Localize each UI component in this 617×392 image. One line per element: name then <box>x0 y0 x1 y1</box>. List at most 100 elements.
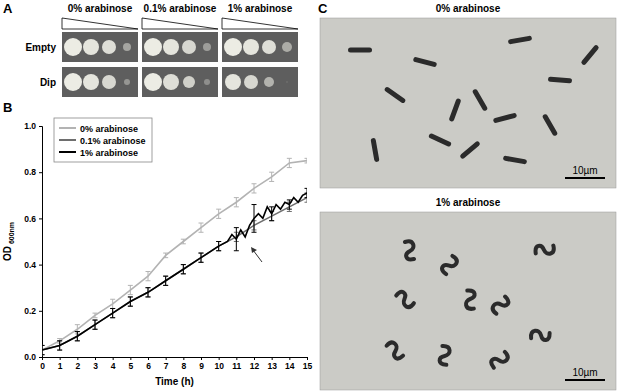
error-bar <box>216 209 221 218</box>
cell <box>348 48 372 53</box>
error-bar-cap <box>287 167 292 168</box>
cell <box>465 290 476 309</box>
x-tick: 13 <box>267 357 277 371</box>
y-tick: 0.2 <box>24 306 42 316</box>
colony-spot <box>224 38 242 56</box>
error-bar-stem <box>165 276 166 285</box>
x-tick-label: 8 <box>181 361 186 371</box>
error-bar <box>305 158 308 163</box>
colony-spot <box>163 39 179 55</box>
cell <box>472 88 488 111</box>
error-bar-cap <box>75 331 80 332</box>
error-bar-cap <box>199 262 204 263</box>
error-bar-stem <box>77 332 78 341</box>
error-bar-stem <box>201 223 202 232</box>
error-bar-cap <box>42 345 45 346</box>
error-bar-cap <box>75 340 80 341</box>
error-bar-cap <box>75 324 80 325</box>
x-tick-label: 3 <box>93 361 98 371</box>
error-bar-cap <box>181 239 186 240</box>
micrograph <box>320 18 616 188</box>
error-bar-cap <box>128 306 133 307</box>
x-tick-label: 0 <box>40 361 45 371</box>
colony-spot <box>262 40 276 54</box>
error-bar-cap <box>163 257 168 258</box>
error-bar-stem <box>42 345 43 354</box>
dilution-wedge <box>62 18 138 29</box>
scale-bar-label: 10µm <box>572 367 597 378</box>
colony-spot <box>264 77 274 87</box>
cell <box>535 244 554 254</box>
legend-box <box>54 118 152 162</box>
colony-spot <box>204 79 210 85</box>
colony-spot <box>64 73 82 91</box>
error-bar <box>181 265 186 274</box>
x-tick-mark <box>201 357 202 360</box>
cell <box>440 255 459 274</box>
x-tick-mark <box>77 357 78 360</box>
panel-c: 0% arabinose10µm1% arabinose10µm <box>320 3 616 390</box>
error-bar-stem <box>112 308 113 317</box>
x-tick: 4 <box>111 357 116 371</box>
y-tick-label: 0.8 <box>24 167 36 177</box>
cell <box>548 76 572 83</box>
x-tick-mark <box>95 357 96 360</box>
error-bar-cap <box>234 250 239 251</box>
error-bar-stem <box>148 288 149 297</box>
error-bar-cap <box>146 296 151 297</box>
cell <box>370 138 379 163</box>
error-bar <box>128 297 133 306</box>
error-bar-cap <box>305 188 308 189</box>
cell <box>386 341 403 361</box>
error-bar-cap <box>128 294 133 295</box>
error-bar-cap <box>163 285 168 286</box>
x-tick-mark <box>113 357 114 360</box>
cell <box>428 133 452 148</box>
error-bar <box>287 158 292 167</box>
colony-spot <box>123 43 131 51</box>
error-bar-stem <box>236 198 237 207</box>
x-tick: 14 <box>285 357 295 371</box>
x-tick-mark <box>166 357 167 360</box>
error-bar-stem <box>130 285 131 294</box>
colony-spot <box>286 81 288 83</box>
x-tick: 11 <box>232 357 241 371</box>
y-axis-title-sub: 600nm <box>8 222 15 244</box>
error-bar-stem <box>289 158 290 167</box>
colony-spot <box>64 38 82 56</box>
x-axis-line <box>43 358 308 361</box>
figure: ABC0% arabinose0.1% arabinose1% arabinos… <box>0 0 617 392</box>
error-bar <box>146 272 151 281</box>
panel-label: C <box>318 1 328 16</box>
error-bar-stem <box>42 345 43 354</box>
error-bar-cap <box>199 232 204 233</box>
x-tick-label: 5 <box>128 361 133 371</box>
error-bar <box>234 198 239 207</box>
error-bar-cap <box>216 250 221 251</box>
error-bar <box>305 188 308 197</box>
condition-header: 0.1% arabinose <box>144 3 217 14</box>
error-bar-stem <box>254 184 255 193</box>
x-tick-mark <box>307 357 308 360</box>
plate-image <box>142 67 218 97</box>
colony-spot <box>83 39 99 55</box>
y-tick-label: 1.0 <box>24 121 36 131</box>
scale-bar <box>565 177 605 179</box>
error-bar <box>181 239 186 244</box>
error-bar-cap <box>110 308 115 309</box>
condition-header: 1% arabinose <box>228 3 293 14</box>
colony-spot <box>144 73 162 91</box>
error-bar <box>269 207 274 221</box>
x-tick-label: 9 <box>199 361 204 371</box>
error-bar-cap <box>93 320 98 321</box>
error-bar-cap <box>252 183 257 184</box>
error-bar-stem <box>77 332 78 341</box>
y-tick-label: 0.0 <box>24 352 36 362</box>
error-bar <box>252 184 257 193</box>
error-bar-cap <box>199 262 204 263</box>
x-tick-label: 10 <box>214 361 224 371</box>
x-tick-mark <box>130 357 131 360</box>
x-tick: 0 <box>40 357 45 371</box>
cell <box>438 345 452 365</box>
error-bar-stem <box>148 288 149 297</box>
